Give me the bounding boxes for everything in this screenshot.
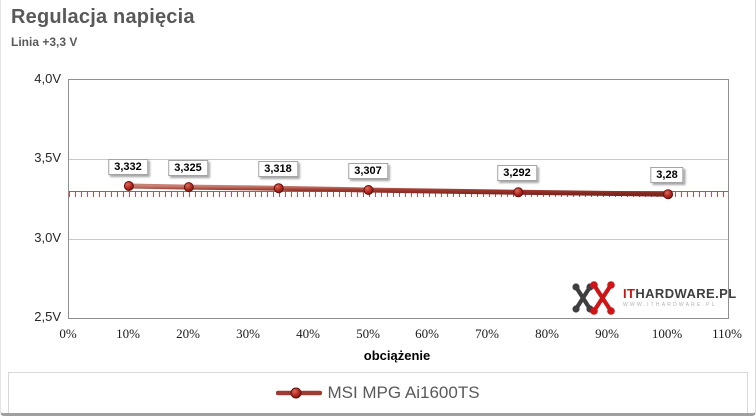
data-point-label: 3,307: [348, 163, 388, 179]
logo-brand-dark: HARDWARE.PL: [635, 286, 737, 302]
logo-brand-line: ITHARDWARE.PL: [623, 286, 737, 302]
legend-series-label: MSI MPG Ai1600TS: [327, 383, 480, 402]
x-axis-tick-label: 90%: [595, 326, 619, 341]
gridline: [69, 159, 728, 160]
legend: MSI MPG Ai1600TS: [8, 372, 748, 413]
y-axis-tick-label: 2,5V: [34, 309, 61, 324]
x-axis-tick-label: 70%: [475, 326, 499, 341]
logo-brand-red: IT: [623, 286, 636, 302]
y-axis-tick-label: 3,0V: [34, 230, 61, 245]
data-point-marker: [663, 189, 674, 200]
data-point-marker: [183, 182, 194, 193]
x-axis-tick-label: 110%: [712, 326, 742, 341]
plot-area: [68, 79, 729, 319]
logo-url: WWW.ITHARDWARE.PL: [623, 302, 717, 309]
x-axis-tick-label: 100%: [651, 326, 683, 341]
x-axis-tick-label: 10%: [116, 326, 140, 341]
legend-series-marker-icon: [276, 387, 323, 399]
series-line-layer: [123, 181, 674, 200]
ithardware-logo-text: ITHARDWARE.PL WWW.ITHARDWARE.PL: [623, 286, 737, 309]
data-point-marker: [273, 183, 284, 194]
data-point-marker: [123, 181, 134, 191]
x-axis-tick-label: 40%: [296, 326, 320, 341]
x-axis-tick-label: 80%: [535, 326, 559, 341]
data-point-label: 3,318: [258, 161, 298, 177]
x-axis-tick-label: 30%: [236, 326, 260, 341]
chart-subtitle: Linia +3,3 V: [11, 35, 78, 49]
y-axis-tick-label: 4,0V: [34, 71, 61, 86]
y-axis-tick-label: 3,5V: [34, 150, 61, 165]
chart-title: Regulacja napięcia: [11, 6, 195, 28]
ithardware-logo-icon: [572, 281, 615, 315]
x-axis-tick-label: 50%: [356, 326, 380, 341]
x-axis-tick-label: 60%: [415, 326, 439, 341]
data-point-marker: [513, 187, 524, 198]
ithardware-watermark: ITHARDWARE.PL WWW.ITHARDWARE.PL: [569, 280, 737, 316]
data-point-label: 3,325: [168, 160, 208, 176]
data-point-label: 3,292: [497, 165, 537, 181]
data-point-label: 3,332: [108, 159, 148, 175]
series-line: [126, 183, 671, 197]
gridline: [69, 239, 728, 240]
data-point-marker: [363, 185, 374, 195]
x-axis-title: obciążenie: [363, 348, 431, 363]
x-axis-tick-label: 0%: [59, 326, 77, 341]
x-axis-tick-label: 20%: [176, 326, 200, 341]
data-point-label: 3,28: [650, 167, 684, 183]
